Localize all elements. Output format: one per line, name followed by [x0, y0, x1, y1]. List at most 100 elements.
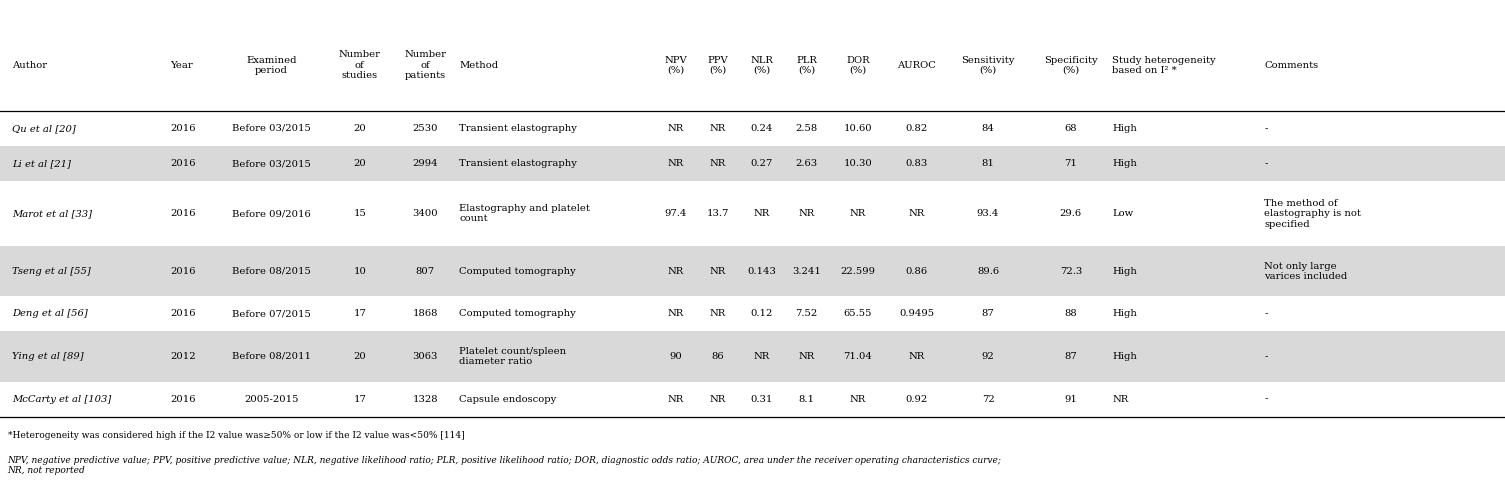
Text: NR: NR: [668, 159, 683, 168]
Text: High: High: [1112, 267, 1138, 276]
Text: -: -: [1264, 124, 1267, 133]
Text: Transient elastography: Transient elastography: [459, 159, 576, 168]
Text: Low: Low: [1112, 209, 1133, 218]
Text: 81: 81: [981, 159, 995, 168]
Text: 0.92: 0.92: [906, 394, 927, 404]
Text: 13.7: 13.7: [707, 209, 728, 218]
Text: NR: NR: [850, 209, 865, 218]
Text: 93.4: 93.4: [977, 209, 999, 218]
Text: 0.12: 0.12: [751, 310, 772, 318]
Bar: [0, 382, 1505, 417]
Text: 20: 20: [354, 159, 366, 168]
Text: NR: NR: [710, 124, 725, 133]
Text: 87: 87: [981, 310, 995, 318]
Text: 72: 72: [981, 394, 995, 404]
Text: NR: NR: [909, 352, 924, 361]
Text: NPV, negative predictive value; PPV, positive predictive value; NLR, negative li: NPV, negative predictive value; PPV, pos…: [8, 456, 1001, 475]
Text: 8.1: 8.1: [799, 394, 814, 404]
Text: 92: 92: [981, 352, 995, 361]
Text: Tseng et al [55]: Tseng et al [55]: [12, 267, 90, 276]
Text: 0.86: 0.86: [906, 267, 927, 276]
Text: 2016: 2016: [170, 209, 196, 218]
Text: Transient elastography: Transient elastography: [459, 124, 576, 133]
Text: 65.55: 65.55: [844, 310, 871, 318]
Text: 71.04: 71.04: [843, 352, 873, 361]
Text: PPV
(%): PPV (%): [707, 56, 728, 75]
Text: Not only large
varices included: Not only large varices included: [1264, 262, 1347, 281]
Text: The method of
elastography is not
specified: The method of elastography is not specif…: [1264, 199, 1361, 229]
Bar: [0, 146, 1505, 181]
Text: McCarty et al [103]: McCarty et al [103]: [12, 394, 111, 404]
Text: NR: NR: [754, 352, 769, 361]
Bar: [0, 246, 1505, 296]
Text: *Heterogeneity was considered high if the I2 value was≥50% or low if the I2 valu: *Heterogeneity was considered high if th…: [8, 431, 464, 440]
Text: 0.27: 0.27: [751, 159, 772, 168]
Text: 3.241: 3.241: [792, 267, 822, 276]
Text: 10.30: 10.30: [843, 159, 873, 168]
Text: NR: NR: [909, 209, 924, 218]
Text: 10.60: 10.60: [843, 124, 873, 133]
Text: -: -: [1264, 159, 1267, 168]
Bar: [0, 181, 1505, 246]
Text: Sensitivity
(%): Sensitivity (%): [962, 56, 1014, 75]
Text: 7.52: 7.52: [796, 310, 817, 318]
Text: 0.83: 0.83: [906, 159, 927, 168]
Text: NR: NR: [710, 159, 725, 168]
Text: 2016: 2016: [170, 267, 196, 276]
Text: 88: 88: [1064, 310, 1078, 318]
Text: -: -: [1264, 310, 1267, 318]
Text: Elastography and platelet
count: Elastography and platelet count: [459, 204, 590, 223]
Text: 22.599: 22.599: [840, 267, 876, 276]
Text: NR: NR: [668, 267, 683, 276]
Text: 2.58: 2.58: [796, 124, 817, 133]
Text: Before 08/2011: Before 08/2011: [232, 352, 312, 361]
Text: NR: NR: [799, 209, 814, 218]
Text: NR: NR: [710, 267, 725, 276]
Text: 0.31: 0.31: [751, 394, 772, 404]
Text: 20: 20: [354, 352, 366, 361]
Text: Number
of
studies: Number of studies: [339, 50, 381, 80]
Text: 20: 20: [354, 124, 366, 133]
Text: Author: Author: [12, 61, 47, 70]
Text: 0.9495: 0.9495: [898, 310, 935, 318]
Text: Number
of
patients: Number of patients: [405, 50, 445, 80]
Text: Computed tomography: Computed tomography: [459, 310, 576, 318]
Text: 2530: 2530: [412, 124, 438, 133]
Text: NR: NR: [754, 209, 769, 218]
Text: 29.6: 29.6: [1060, 209, 1082, 218]
Text: NR: NR: [799, 352, 814, 361]
Bar: [0, 296, 1505, 331]
Text: NR: NR: [850, 394, 865, 404]
Text: 86: 86: [712, 352, 724, 361]
Text: NR: NR: [668, 394, 683, 404]
Text: 71: 71: [1064, 159, 1078, 168]
Text: 3063: 3063: [412, 352, 438, 361]
Text: -: -: [1264, 394, 1267, 404]
Text: NR: NR: [710, 394, 725, 404]
Text: DOR
(%): DOR (%): [846, 56, 870, 75]
Bar: [0, 331, 1505, 382]
Text: Before 09/2016: Before 09/2016: [232, 209, 312, 218]
Text: 2012: 2012: [170, 352, 196, 361]
Text: 2016: 2016: [170, 310, 196, 318]
Text: NR: NR: [710, 310, 725, 318]
Text: High: High: [1112, 124, 1138, 133]
Text: 3400: 3400: [412, 209, 438, 218]
Text: 2994: 2994: [412, 159, 438, 168]
Text: Platelet count/spleen
diameter ratio: Platelet count/spleen diameter ratio: [459, 347, 566, 366]
Text: High: High: [1112, 310, 1138, 318]
Text: 91: 91: [1064, 394, 1078, 404]
Text: 2016: 2016: [170, 124, 196, 133]
Text: Method: Method: [459, 61, 498, 70]
Text: 807: 807: [415, 267, 435, 276]
Text: Before 07/2015: Before 07/2015: [232, 310, 312, 318]
Text: 89.6: 89.6: [977, 267, 999, 276]
Text: Capsule endoscopy: Capsule endoscopy: [459, 394, 557, 404]
Text: 2016: 2016: [170, 159, 196, 168]
Text: Li et al [21]: Li et al [21]: [12, 159, 71, 168]
Text: 72.3: 72.3: [1060, 267, 1082, 276]
Text: Before 03/2015: Before 03/2015: [232, 159, 312, 168]
Text: 97.4: 97.4: [665, 209, 686, 218]
Text: High: High: [1112, 159, 1138, 168]
Text: 68: 68: [1064, 124, 1078, 133]
